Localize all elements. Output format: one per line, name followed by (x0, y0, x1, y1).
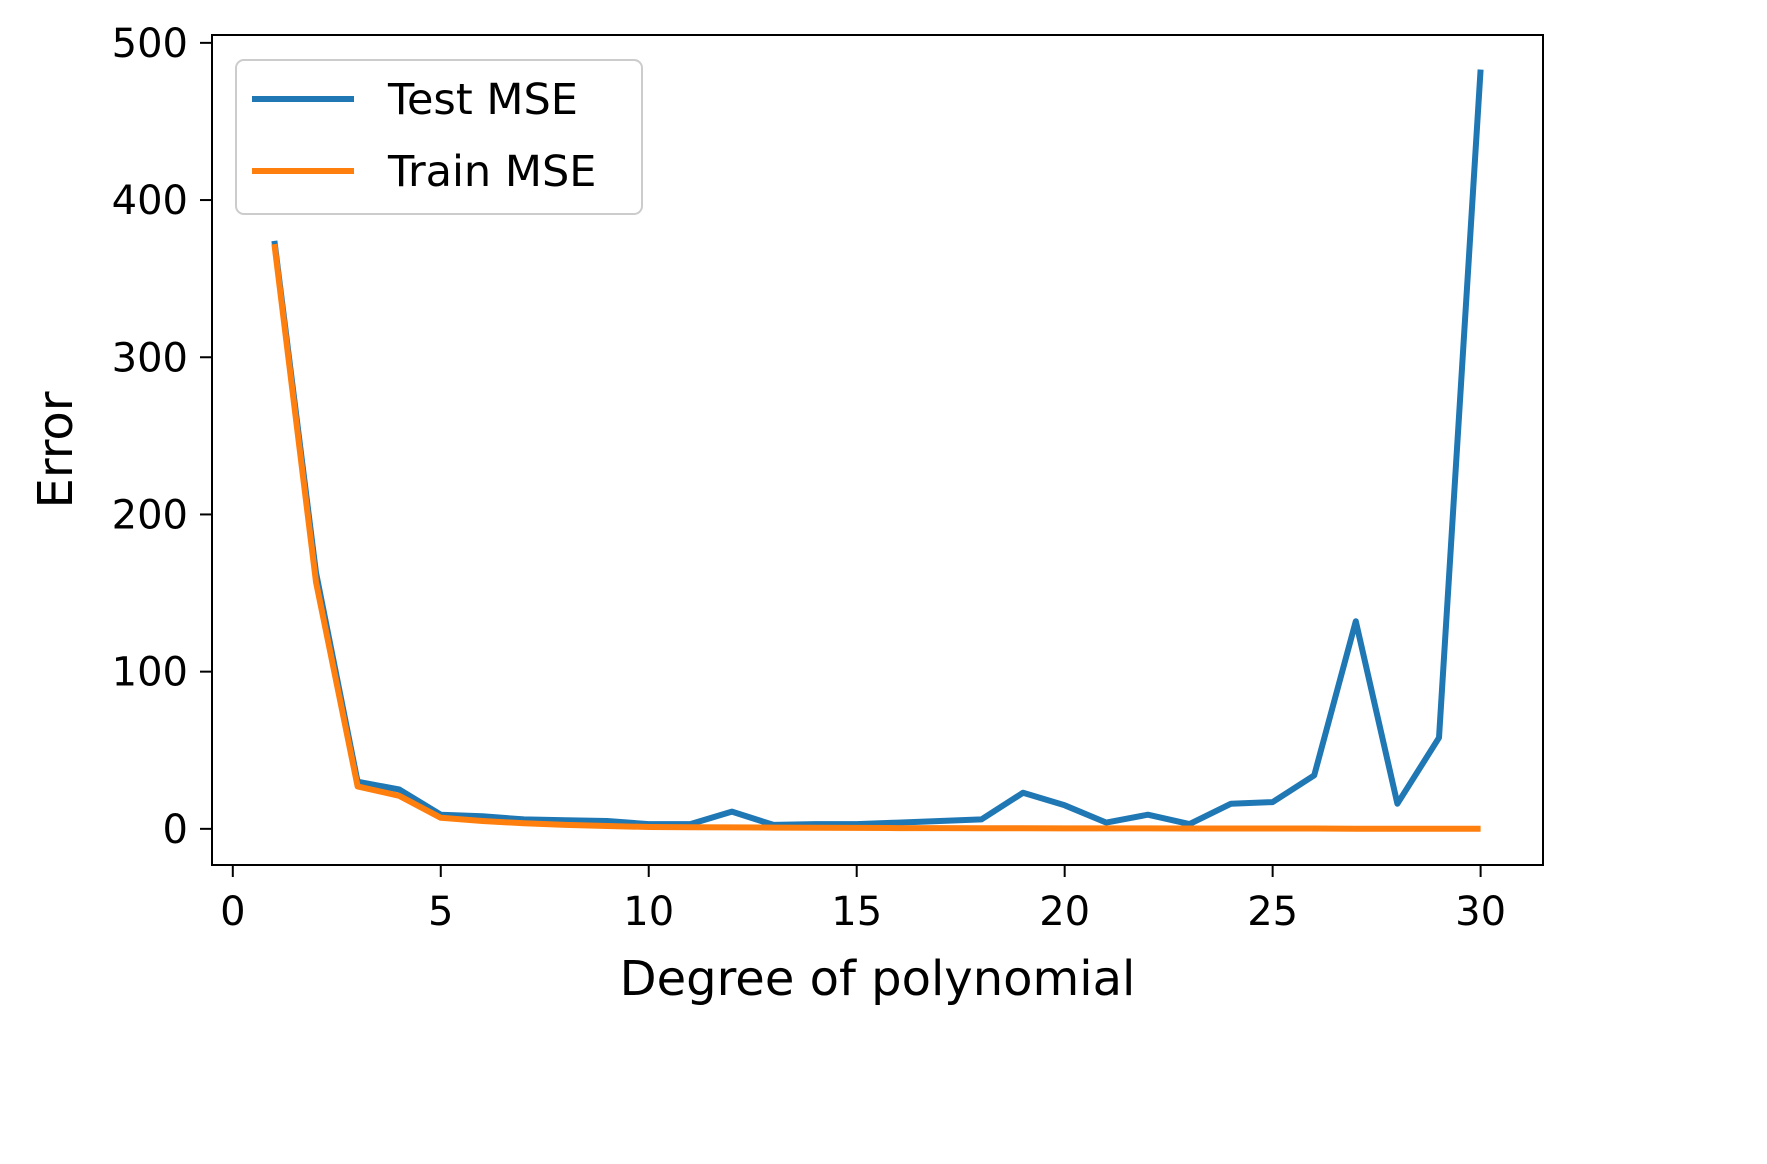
y-axis-label: Error (28, 391, 84, 508)
y-tick-label: 200 (112, 492, 188, 538)
y-axis-ticks: 0 100 200 300 400 500 (112, 21, 212, 853)
series-line-test-mse (271, 69, 1484, 828)
x-tick-label: 25 (1247, 889, 1298, 935)
x-tick-label: 30 (1455, 889, 1506, 935)
y-tick-label: 100 (112, 650, 188, 696)
legend-label: Train MSE (387, 147, 596, 197)
y-tick-label: 0 (163, 807, 188, 853)
x-tick-label: 20 (1039, 889, 1090, 935)
x-tick-label: 0 (220, 889, 245, 935)
x-tick-label: 15 (831, 889, 882, 935)
legend-label: Test MSE (387, 75, 578, 125)
series-layer (271, 69, 1484, 832)
y-tick-label: 400 (112, 178, 188, 224)
x-tick-label: 5 (428, 889, 453, 935)
legend: Test MSE Train MSE (235, 59, 643, 215)
legend-items: Test MSE Train MSE (252, 75, 596, 197)
y-tick-label: 300 (112, 335, 188, 381)
y-tick-label: 500 (112, 21, 188, 67)
series-line-train-mse (271, 243, 1481, 832)
axes-frame (211, 34, 1544, 866)
x-axis-label: Degree of polynomial (620, 951, 1136, 1007)
x-tick-label: 10 (623, 889, 674, 935)
x-axis-ticks: 0 5 10 15 20 25 30 (220, 865, 1506, 935)
